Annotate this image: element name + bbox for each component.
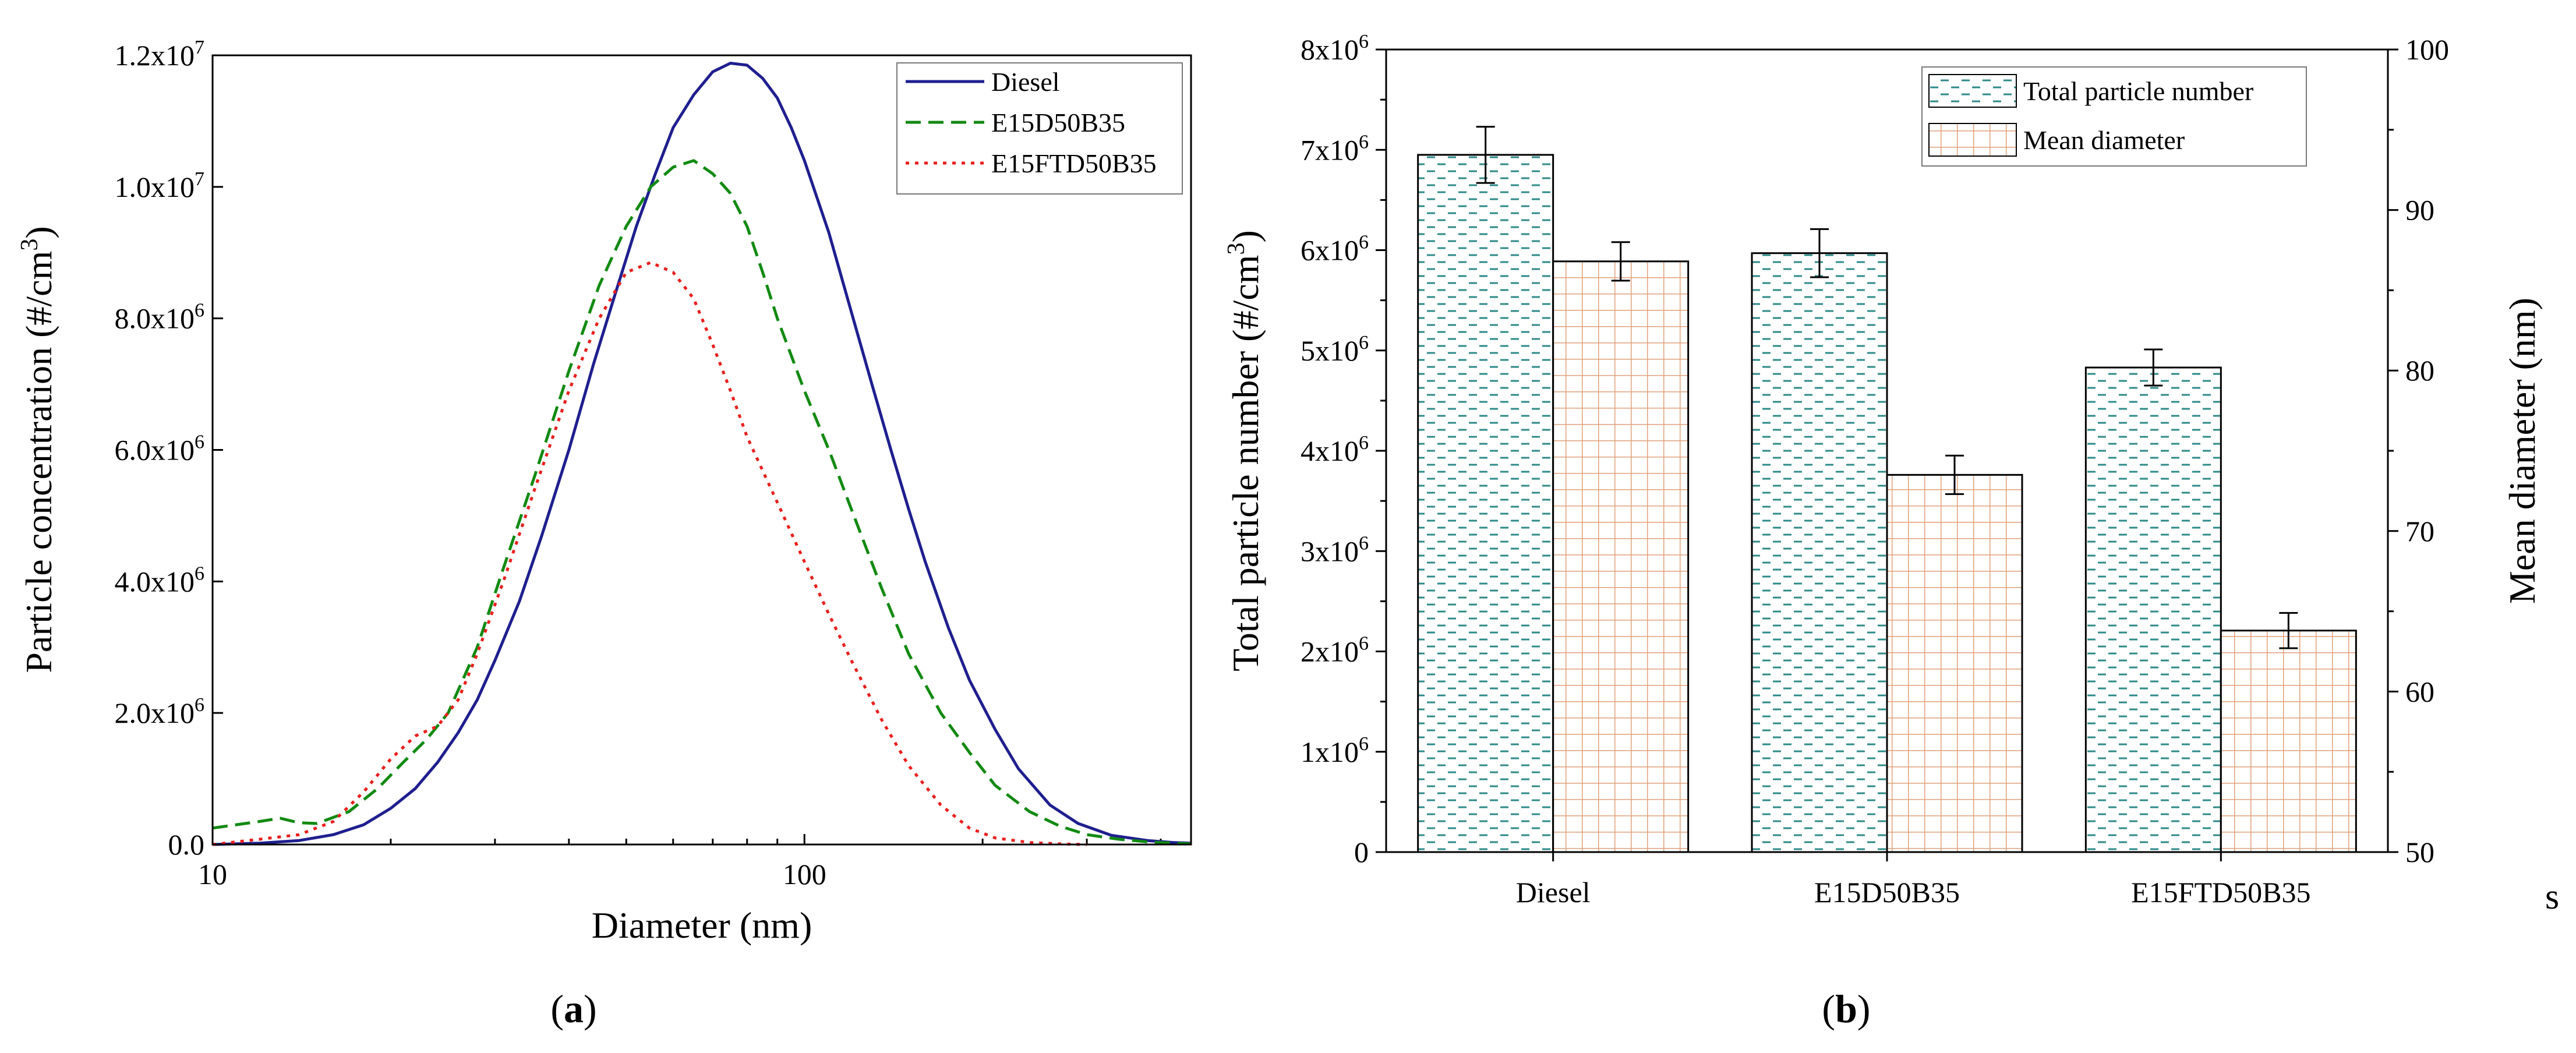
chart-a-series-lines <box>212 62 1192 846</box>
chart-b-legend: Total particle number Mean diameter <box>1921 66 2307 167</box>
chart-a-line-diesel <box>212 62 1192 846</box>
chart-a-ytick-label: 4.0x106 <box>115 563 205 598</box>
chart-a-ytick-label: 0.0 <box>168 828 205 861</box>
chart-b-ytick-label-right: 50 <box>2405 836 2434 868</box>
chart-b-plot-frame <box>1385 48 2389 853</box>
bar-total-particle-number-diesel <box>1417 154 1554 853</box>
chart-b-ytick-label-right: 80 <box>2405 354 2434 387</box>
chart-b-ytick-label-left: 3x106 <box>1301 532 1369 567</box>
chart-a-xticks: 10 100 <box>198 834 1162 891</box>
chart-b-category-label-e15ftd50b35: E15FTD50B35 <box>2131 876 2310 909</box>
chart-b-ytick-label-left: 7x106 <box>1301 131 1369 166</box>
errorbar-mean-diameter-e15ftd50b35 <box>2279 612 2298 649</box>
errorbar-total-particle-number-e15d50b35 <box>1810 228 1829 278</box>
chart-b-ytick-label-left: 0 <box>1354 836 1369 868</box>
chart-a-ytick-label: 1.2x107 <box>115 37 205 72</box>
panel-label-a: (a) <box>550 987 596 1031</box>
chart-a-ytick-label: 8.0x106 <box>115 300 205 335</box>
errorbar-mean-diameter-diesel <box>1611 241 1630 282</box>
chart-b-category-label-e15d50b35: E15D50B35 <box>1814 876 1960 909</box>
chart-b-ytick-label-left: 8x106 <box>1301 31 1369 66</box>
bar-mean-diameter-diesel <box>1552 260 1690 853</box>
bar-mean-diameter-e15d50b35 <box>1886 474 2023 853</box>
chart-a-ygrid-ticks: 0.0 2.0x106 4.0x106 6.0x106 8.0x106 1.0x107 1.… <box>115 37 223 861</box>
legend-label-diesel: Diesel <box>991 67 1060 97</box>
chart-b-errorbars <box>1476 126 2298 649</box>
chart-a-ylabel: Particle concentration (#/cm3) <box>16 226 59 673</box>
chart-b-category-labels: Diesel E15D50B35 E15FTD50B35 <box>1516 852 2311 909</box>
chart-b-ytick-label-right: 70 <box>2405 515 2434 547</box>
chart-a-xlabel: Diameter (nm) <box>592 904 812 946</box>
chart-a-xtick-label: 100 <box>783 858 826 891</box>
bar-mean-diameter-e15ftd50b35 <box>2220 630 2357 853</box>
chart-b-ytick-label-right: 60 <box>2405 675 2434 708</box>
chart-a-ytick-label: 2.0x106 <box>115 694 205 729</box>
chart-b-ytick-label-right: 90 <box>2405 194 2434 227</box>
errorbar-total-particle-number-e15ftd50b35 <box>2144 348 2163 387</box>
chart-b-bars <box>1417 154 2357 853</box>
chart-b-right-ticks: 50 60 70 80 90 100 <box>2388 33 2449 868</box>
errorbar-mean-diameter-e15d50b35 <box>1945 454 1964 495</box>
bar-total-particle-number-e15d50b35 <box>1751 252 1888 853</box>
legend-swatch-mean-diameter <box>1928 123 2017 157</box>
chart-a-line-e15ftd50b35 <box>212 261 1087 846</box>
legend-label-total-particle-number: Total particle number <box>2023 76 2253 106</box>
chart-b-category-label-diesel: Diesel <box>1516 876 1591 909</box>
panel-label-b: (b) <box>1822 987 1870 1031</box>
errorbar-total-particle-number-diesel <box>1476 126 1495 184</box>
chart-b-ytick-label-left: 1x106 <box>1301 733 1369 768</box>
chart-a-ytick-label: 1.0x107 <box>115 168 205 203</box>
legend-label-mean-diameter: Mean diameter <box>2023 125 2185 155</box>
chart-b-ylabel-right: Mean diameter (nm) <box>2501 298 2543 604</box>
chart-b-ytick-label-right: 100 <box>2405 33 2449 66</box>
legend-label-e15ftd50b35: E15FTD50B35 <box>991 149 1157 178</box>
chart-b-ylabel-left: Total particle number (#/cm3) <box>1223 230 1266 672</box>
chart-a-plot-frame <box>211 54 1192 846</box>
chart-b-left-ticks: 0 1x106 2x106 3x106 4x106 5x106 6x106 7x106 8x10… <box>1301 31 1386 868</box>
bar-total-particle-number-e15ftd50b35 <box>2084 366 2222 853</box>
chart-b: 0 1x106 2x106 3x106 4x106 5x106 6x106 7x106 8x10… <box>1223 31 2543 1031</box>
legend-swatch-total-particle-number <box>1928 74 2017 108</box>
chart-a-line-e15d50b35 <box>212 159 1192 846</box>
chart-b-ytick-label-left: 4x106 <box>1301 432 1369 467</box>
chart-b-ytick-label-left: 5x106 <box>1301 332 1369 367</box>
stray-letter-s: s <box>2545 877 2559 917</box>
chart-a: 0.0 2.0x106 4.0x106 6.0x106 8.0x106 1.0x107 1.… <box>16 37 1192 1031</box>
chart-a-legend: Diesel E15D50B35 E15FTD50B35 <box>896 62 1183 195</box>
legend-label-e15d50b35: E15D50B35 <box>991 108 1125 137</box>
chart-a-xtick-label: 10 <box>198 858 227 891</box>
chart-b-ytick-label-left: 6x106 <box>1301 232 1369 267</box>
chart-a-legend-box <box>896 62 1183 195</box>
chart-a-ytick-label: 6.0x106 <box>115 432 205 467</box>
chart-b-ytick-label-left: 2x106 <box>1301 633 1369 668</box>
